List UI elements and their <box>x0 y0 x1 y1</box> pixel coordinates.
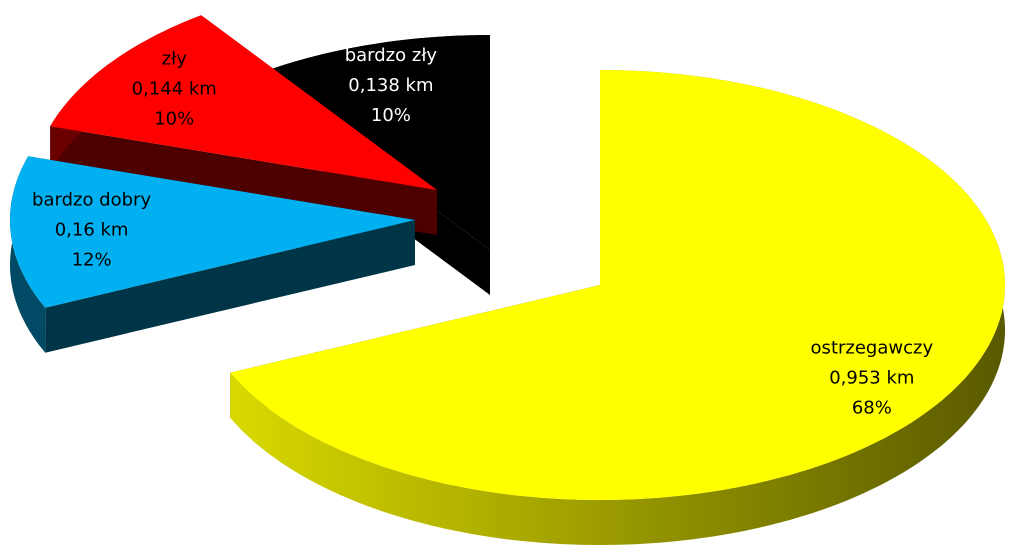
slice-label: ostrzegawczy <box>811 338 934 359</box>
slice-label: bardzo zły <box>345 45 438 66</box>
slice <box>10 156 415 353</box>
slice-label: bardzo dobry <box>32 189 151 210</box>
slice-percent-label: 12% <box>72 249 112 270</box>
slice-top <box>10 156 415 308</box>
slice-top <box>50 15 437 191</box>
slice-wall <box>45 220 415 353</box>
slice-value-label: 0,138 km <box>348 75 433 96</box>
slice-label: zły <box>162 48 188 69</box>
slice-percent-label: 10% <box>154 108 194 129</box>
slice-value-label: 0,953 km <box>829 368 914 389</box>
slice-percent-label: 68% <box>852 398 892 419</box>
slice-top <box>230 70 1005 500</box>
slice-value-label: 0,144 km <box>132 78 217 99</box>
slice <box>230 70 1005 545</box>
slice-percent-label: 10% <box>371 105 411 126</box>
slice-value-label: 0,16 km <box>55 219 129 240</box>
